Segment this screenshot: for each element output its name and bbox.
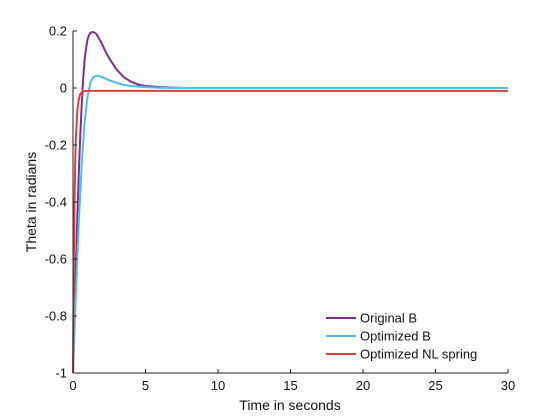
y-tick-label: -0.4 — [45, 195, 67, 210]
x-tick-label: 25 — [428, 378, 442, 393]
x-tick-label: 30 — [501, 378, 515, 393]
y-tick-label: -0.8 — [45, 309, 67, 324]
x-tick-label: 20 — [356, 378, 370, 393]
y-axis-title: Theta in radians — [23, 152, 39, 252]
y-tick-label: 0.2 — [49, 24, 67, 39]
legend-label: Optimized B — [360, 329, 431, 344]
x-axis-title: Time in seconds — [239, 397, 340, 413]
y-tick-label: -1 — [55, 366, 67, 381]
x-tick-label: 15 — [283, 378, 297, 393]
legend-label: Original B — [360, 311, 417, 326]
x-tick-label: 10 — [211, 378, 225, 393]
x-tick-label: 5 — [142, 378, 149, 393]
y-tick-label: -0.6 — [45, 252, 67, 267]
y-tick-label: -0.2 — [45, 138, 67, 153]
legend-label: Optimized NL spring — [360, 347, 477, 362]
y-tick-label: 0 — [60, 81, 67, 96]
x-tick-label: 0 — [69, 378, 76, 393]
